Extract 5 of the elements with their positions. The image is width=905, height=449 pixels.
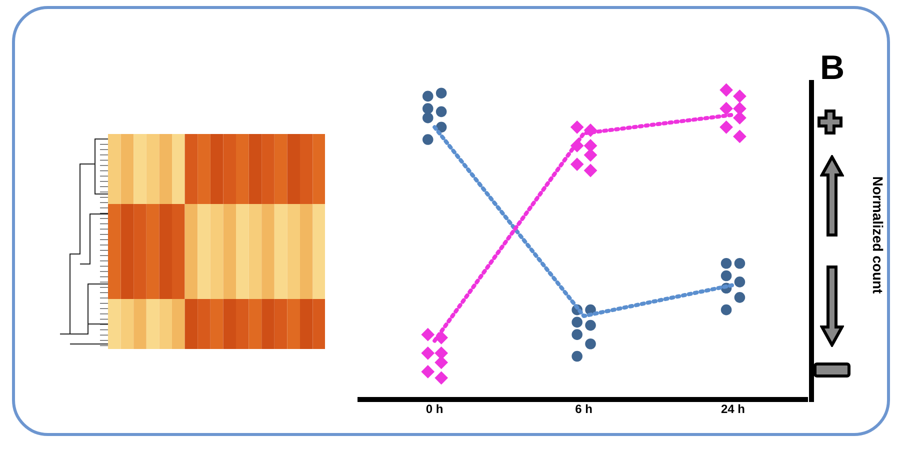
y-axis-title: Normalized count xyxy=(870,176,886,294)
x-tick-label: 0 h xyxy=(426,402,444,416)
chart-title: B xyxy=(820,49,845,87)
x-tick-label: 24 h xyxy=(720,402,746,416)
x-tick-label: 6 h xyxy=(575,402,592,416)
